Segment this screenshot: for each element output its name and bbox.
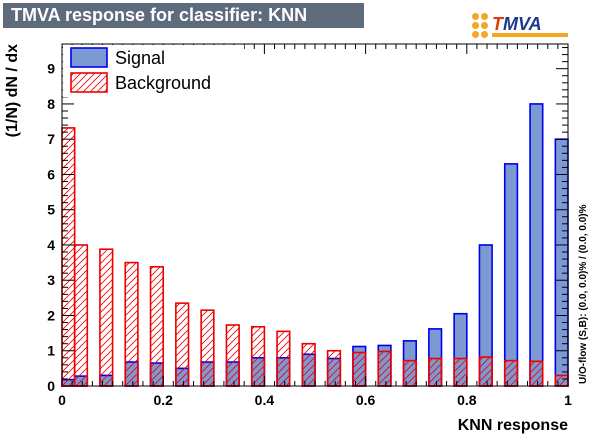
background-bar — [479, 357, 492, 386]
background-bar — [302, 344, 315, 386]
y-tick-label: 3 — [47, 272, 55, 288]
y-tick-label: 7 — [47, 131, 55, 147]
x-tick-label: 0.4 — [255, 392, 275, 408]
y-tick-label: 6 — [47, 166, 55, 182]
x-axis-label: KNN response — [458, 417, 568, 434]
y-tick-label: 5 — [47, 202, 55, 218]
background-bar — [125, 263, 138, 386]
y-tick-label: 4 — [47, 237, 55, 253]
background-bar — [151, 267, 164, 386]
x-tick-label: 0.6 — [356, 392, 376, 408]
y-tick-label: 9 — [47, 61, 55, 77]
background-bar — [277, 331, 290, 386]
y-tick-label: 2 — [47, 307, 55, 323]
background-bar — [328, 351, 341, 386]
signal-bar — [530, 104, 543, 386]
background-bar — [404, 361, 417, 386]
y-tick-label: 0 — [47, 378, 55, 394]
background-bar — [100, 249, 113, 386]
background-bar — [530, 361, 543, 386]
bars-layer — [62, 104, 568, 386]
background-bar — [505, 361, 518, 386]
x-tick-label: 1 — [564, 392, 572, 408]
y-tick-label: 1 — [47, 343, 55, 359]
y-axis-label: (1/N) dN / dx — [4, 44, 21, 137]
background-bar — [201, 310, 214, 386]
overflow-note: U/O-flow (S,B): (0.0, 0.0)% / (0.0, 0.0)… — [578, 204, 589, 384]
legend-label: Background — [115, 73, 211, 93]
background-bar — [429, 358, 442, 386]
signal-bar — [505, 164, 518, 386]
background-bar — [176, 303, 189, 386]
x-tick-label: 0.8 — [457, 392, 477, 408]
x-tick-label: 0 — [58, 392, 66, 408]
background-bar — [226, 325, 239, 386]
background-bar — [62, 128, 75, 386]
background-bar — [353, 353, 366, 386]
legend: Signal Background — [63, 45, 244, 97]
legend-swatch — [71, 73, 107, 92]
signal-bar — [555, 139, 568, 386]
x-tick-label: 0.2 — [153, 392, 173, 408]
y-tick-label: 8 — [47, 96, 55, 112]
background-bar — [454, 358, 467, 386]
background-bar — [555, 375, 568, 386]
background-bar — [252, 327, 265, 386]
legend-label: Signal — [115, 48, 165, 68]
background-bar — [75, 245, 88, 386]
background-bar — [378, 351, 391, 386]
legend-swatch — [71, 48, 107, 67]
